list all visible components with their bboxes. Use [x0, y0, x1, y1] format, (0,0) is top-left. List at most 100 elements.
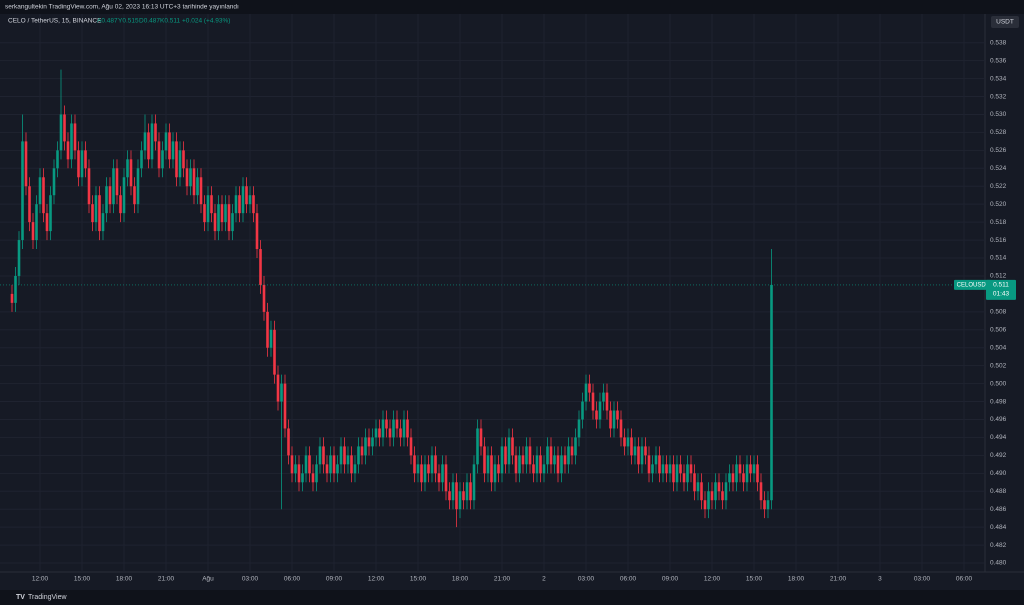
candle-body — [616, 410, 619, 420]
candle-body — [721, 491, 724, 501]
x-tick-label: 18:00 — [452, 576, 469, 583]
candle-body — [549, 446, 553, 465]
candle-body — [143, 132, 147, 151]
candle-body — [318, 446, 322, 465]
candle-body — [553, 455, 556, 465]
candle-body — [276, 374, 280, 402]
y-tick-label: 0.488 — [990, 488, 1007, 495]
candle-body — [252, 195, 255, 214]
candle-body — [584, 383, 588, 402]
y-tick-label: 0.520 — [990, 201, 1007, 208]
legend: CELO / TetherUS, 15, BINANCE A0.487 Y0.5… — [8, 18, 230, 25]
currency-button[interactable] — [991, 16, 1019, 28]
candle-body — [609, 410, 612, 429]
candle-body — [703, 500, 707, 510]
candle-body — [171, 141, 175, 160]
y-tick-label: 0.530 — [990, 111, 1007, 118]
candle-body — [647, 455, 651, 474]
ticker-tag — [954, 279, 992, 290]
candle-body — [52, 168, 56, 196]
candle-body — [598, 401, 602, 420]
candle-body — [759, 482, 763, 501]
y-tick-label: 0.500 — [990, 380, 1007, 387]
candle-body — [637, 446, 640, 465]
candle-body — [577, 419, 581, 438]
y-tick-label: 0.512 — [990, 273, 1007, 280]
candle-body — [588, 383, 591, 393]
candle-body — [339, 446, 343, 465]
candle-body — [31, 222, 35, 241]
candle-body — [269, 329, 273, 348]
y-tick-label: 0.490 — [990, 470, 1007, 477]
candle-body — [693, 473, 696, 492]
candle-body — [255, 213, 259, 250]
y-tick-label: 0.494 — [990, 434, 1007, 441]
y-tick-label: 0.536 — [990, 57, 1007, 64]
candle-body — [651, 464, 654, 474]
candle-body — [500, 446, 504, 474]
candle-body — [87, 168, 91, 205]
candle-body — [532, 464, 535, 474]
candle-body — [108, 186, 112, 205]
y-tick-label: 0.528 — [990, 129, 1007, 136]
candle-body — [521, 455, 525, 465]
candle-body — [640, 446, 644, 465]
x-tick-label: Ağu — [202, 576, 214, 583]
candle-body — [248, 195, 252, 205]
y-tick-label: 0.538 — [990, 39, 1007, 46]
candle-body — [311, 473, 315, 483]
candle-body — [206, 195, 210, 223]
candle-body — [49, 195, 52, 232]
candle-body — [388, 428, 392, 438]
candle-body — [73, 123, 77, 151]
candle-body — [28, 186, 31, 223]
candle-body — [535, 455, 539, 474]
candle-body — [367, 437, 371, 447]
candle-body — [658, 455, 661, 474]
ticker-label: CELOUSDT — [957, 283, 990, 289]
candle-body — [710, 491, 714, 501]
candle-body — [315, 464, 318, 483]
candle-body — [322, 446, 325, 465]
candle-body — [91, 204, 94, 223]
candle-body — [266, 311, 269, 348]
candle-body — [395, 419, 399, 429]
grid — [0, 14, 985, 572]
candle-body — [679, 464, 682, 474]
y-tick-label: 0.486 — [990, 506, 1007, 513]
price-label: 0.511 — [993, 282, 1009, 289]
candle-body — [231, 213, 234, 232]
candle-body — [122, 177, 126, 214]
candle-body — [45, 213, 49, 232]
candle-body — [213, 213, 217, 232]
candle-body — [17, 240, 21, 276]
y-tick-label: 0.526 — [990, 147, 1007, 154]
x-tick-label: 12:00 — [32, 576, 49, 583]
price-tag — [986, 279, 1016, 300]
candle-body — [574, 437, 577, 456]
candle-body — [696, 482, 700, 492]
y-tick-label: 0.492 — [990, 452, 1007, 459]
y-tick-label: 0.480 — [990, 560, 1007, 567]
candle-body — [511, 437, 514, 456]
candle-body — [738, 464, 742, 474]
candle-body — [304, 455, 308, 474]
candle-body — [192, 168, 196, 196]
candle-body — [451, 482, 455, 501]
y-tick-label: 0.518 — [990, 219, 1007, 226]
candle-body — [308, 455, 311, 474]
candle-body — [332, 455, 336, 474]
candle-body — [353, 464, 357, 474]
candle-body — [455, 482, 458, 510]
candle-body — [724, 482, 728, 501]
candle-body — [161, 150, 164, 169]
y-tick-label: 0.506 — [990, 327, 1007, 334]
candle-body — [483, 446, 486, 474]
x-tick-label: 18:00 — [116, 576, 133, 583]
candle-body — [434, 455, 437, 474]
candle-body — [675, 464, 679, 483]
candle-body — [644, 446, 647, 456]
candle-body — [94, 195, 98, 223]
candle-body — [469, 482, 472, 501]
